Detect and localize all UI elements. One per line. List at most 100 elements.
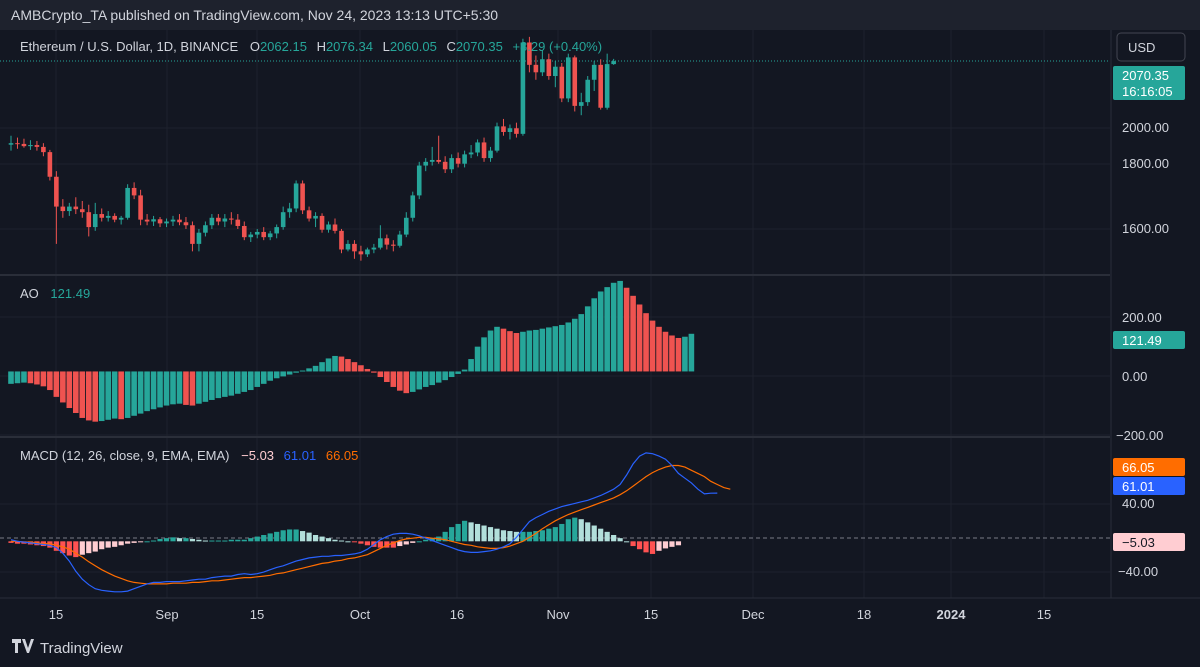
candle[interactable]: [125, 184, 130, 220]
ao-bar[interactable]: [98, 371, 105, 422]
macd-hist-bar[interactable]: [202, 540, 208, 542]
candle[interactable]: [34, 140, 40, 151]
candle[interactable]: [378, 225, 383, 250]
ao-bar[interactable]: [312, 365, 319, 372]
ao-bar[interactable]: [597, 291, 604, 372]
macd-hist-bar[interactable]: [306, 532, 312, 542]
ao-histogram[interactable]: [8, 280, 695, 422]
macd-hist-bar[interactable]: [293, 529, 299, 542]
macd-hist-bar[interactable]: [66, 541, 72, 556]
currency-button[interactable]: USD: [1116, 32, 1186, 62]
macd-legend[interactable]: MACD (12, 26, close, 9, EMA, EMA) −5.03 …: [20, 448, 358, 463]
macd-hist-bar[interactable]: [449, 527, 455, 542]
ao-bar[interactable]: [235, 371, 241, 394]
candle[interactable]: [54, 171, 59, 244]
ao-bar[interactable]: [8, 371, 14, 384]
candle[interactable]: [60, 199, 66, 218]
candle[interactable]: [397, 230, 403, 248]
ao-bar[interactable]: [500, 328, 507, 372]
ao-bar[interactable]: [623, 287, 630, 372]
macd-hist-bar[interactable]: [144, 541, 150, 543]
macd-hist-bar[interactable]: [79, 541, 85, 555]
ao-bar[interactable]: [163, 371, 170, 406]
candle[interactable]: [449, 154, 454, 174]
macd-hist-bar[interactable]: [332, 539, 338, 542]
ao-bar[interactable]: [526, 330, 533, 372]
signal-line[interactable]: [11, 464, 731, 585]
candle[interactable]: [274, 224, 279, 239]
ao-bar[interactable]: [34, 371, 40, 385]
ao-bar[interactable]: [539, 328, 546, 372]
ao-bar[interactable]: [260, 371, 267, 384]
macd-hist-bar[interactable]: [209, 540, 215, 542]
macd-hist-bar[interactable]: [274, 531, 280, 542]
macd-hist-bar[interactable]: [611, 535, 617, 542]
macd-histogram[interactable]: [8, 517, 682, 558]
candle[interactable]: [306, 206, 312, 222]
candle[interactable]: [112, 213, 117, 223]
macd-hist-bar[interactable]: [675, 541, 682, 546]
macd-hist-bar[interactable]: [287, 529, 293, 542]
candle[interactable]: [462, 150, 467, 168]
ao-bar[interactable]: [131, 371, 137, 416]
ao-bar[interactable]: [105, 371, 111, 420]
ao-bar[interactable]: [202, 371, 209, 402]
macd-hist-bar[interactable]: [429, 538, 435, 542]
macd-hist-bar[interactable]: [377, 541, 383, 548]
ao-bar[interactable]: [319, 362, 325, 372]
candle[interactable]: [429, 146, 435, 166]
ao-bar[interactable]: [254, 371, 261, 387]
brand-name[interactable]: TradingView: [40, 640, 123, 657]
ao-bar[interactable]: [487, 330, 494, 372]
candle[interactable]: [86, 204, 92, 237]
ao-bar[interactable]: [371, 371, 377, 373]
macd-hist-bar[interactable]: [649, 541, 656, 554]
macd-hist-bar[interactable]: [47, 541, 53, 548]
ao-bar[interactable]: [183, 371, 189, 405]
macd-hist-bar[interactable]: [565, 519, 571, 542]
ao-bar[interactable]: [390, 371, 397, 387]
ao-bar[interactable]: [157, 371, 163, 408]
candle[interactable]: [514, 122, 519, 138]
macd-hist-bar[interactable]: [481, 525, 487, 542]
macd-hist-bar[interactable]: [319, 536, 325, 542]
candle[interactable]: [293, 180, 299, 213]
candle[interactable]: [248, 231, 254, 243]
ao-bar[interactable]: [675, 337, 682, 372]
macd-hist-bar[interactable]: [351, 541, 358, 543]
candle[interactable]: [105, 211, 111, 222]
candle[interactable]: [267, 230, 273, 241]
macd-hist-bar[interactable]: [423, 539, 429, 542]
ao-bar[interactable]: [552, 326, 559, 372]
macd-hist-bar[interactable]: [669, 541, 675, 547]
candle[interactable]: [391, 240, 396, 252]
candle[interactable]: [99, 208, 105, 222]
ao-bar[interactable]: [649, 320, 656, 372]
ao-bar[interactable]: [196, 371, 202, 404]
candle[interactable]: [67, 202, 72, 216]
macd-hist-bar[interactable]: [196, 539, 202, 542]
macd-hist-bar[interactable]: [585, 522, 591, 542]
candle[interactable]: [79, 200, 85, 218]
ao-bar[interactable]: [358, 365, 364, 372]
macd-hist-bar[interactable]: [390, 541, 396, 548]
ao-bar[interactable]: [461, 369, 468, 372]
ao-bar[interactable]: [144, 371, 150, 412]
macd-hist-bar[interactable]: [624, 541, 630, 543]
candle[interactable]: [604, 53, 610, 110]
macd-hist-bar[interactable]: [235, 539, 241, 542]
ao-bar[interactable]: [247, 371, 254, 391]
candle[interactable]: [254, 228, 260, 239]
ao-bar[interactable]: [111, 371, 118, 419]
macd-hist-bar[interactable]: [73, 541, 79, 558]
candle[interactable]: [261, 227, 267, 241]
ao-bar[interactable]: [591, 298, 597, 372]
ao-bar[interactable]: [546, 327, 552, 372]
ao-bar[interactable]: [137, 371, 144, 414]
macd-hist-bar[interactable]: [112, 541, 118, 547]
ao-bar[interactable]: [617, 280, 623, 372]
macd-hist-bar[interactable]: [507, 531, 513, 542]
candle[interactable]: [572, 55, 578, 112]
macd-hist-bar[interactable]: [280, 530, 286, 542]
macd-hist-bar[interactable]: [591, 525, 597, 542]
